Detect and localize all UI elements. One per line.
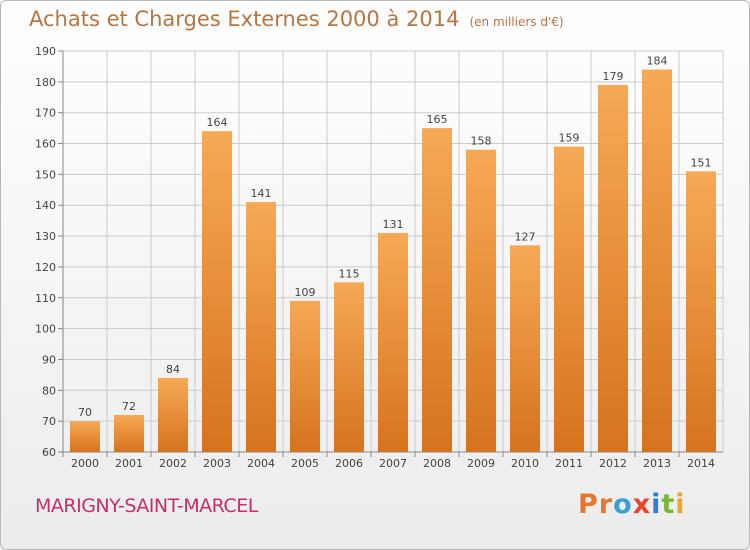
value-label-2013: 184 — [647, 55, 668, 68]
x-tick-label-2005: 2005 — [291, 457, 319, 470]
y-tick-label: 70 — [42, 415, 56, 428]
x-tick-label-2008: 2008 — [423, 457, 451, 470]
x-tick-label-2006: 2006 — [335, 457, 363, 470]
x-tick-label-2004: 2004 — [247, 457, 275, 470]
y-tick-label: 130 — [35, 230, 56, 243]
logo-letter: r — [598, 489, 614, 520]
value-label-2011: 159 — [559, 132, 580, 145]
y-tick-label: 170 — [35, 107, 56, 120]
x-tick-label-2013: 2013 — [643, 457, 671, 470]
value-label-2000: 70 — [78, 406, 92, 419]
y-tick-label: 120 — [35, 261, 56, 274]
bar-2001[interactable] — [114, 414, 144, 452]
value-label-2007: 131 — [383, 218, 404, 231]
bar-2003[interactable] — [202, 131, 232, 452]
x-tick-label-2000: 2000 — [71, 457, 99, 470]
y-tick-label: 100 — [35, 323, 56, 336]
x-tick-label-2001: 2001 — [115, 457, 143, 470]
bar-2007[interactable] — [378, 232, 408, 452]
y-tick-label: 140 — [35, 199, 56, 212]
value-label-2003: 164 — [207, 116, 228, 129]
y-tick-label: 110 — [35, 292, 56, 305]
proxiti-logo[interactable]: Proxiti — [578, 489, 686, 520]
bar-2008[interactable] — [422, 128, 452, 452]
logo-letter: i — [675, 489, 686, 520]
x-tick-label-2007: 2007 — [379, 457, 407, 470]
y-tick-label: 90 — [42, 353, 56, 366]
bar-2014[interactable] — [686, 171, 716, 453]
bar-2002[interactable] — [158, 377, 188, 452]
chart-title: Achats et Charges Externes 2000 à 2014 (e… — [29, 7, 564, 31]
y-tick-label: 160 — [35, 138, 56, 151]
x-tick-label-2010: 2010 — [511, 457, 539, 470]
logo-letter: x — [632, 489, 652, 520]
value-label-2002: 84 — [166, 363, 180, 376]
value-label-2001: 72 — [122, 400, 136, 413]
bar-2009[interactable] — [466, 149, 496, 452]
bar-2010[interactable] — [510, 245, 540, 452]
value-label-2012: 179 — [603, 70, 624, 83]
bar-2004[interactable] — [246, 202, 276, 452]
value-label-2004: 141 — [251, 187, 272, 200]
bar-2006[interactable] — [334, 282, 364, 452]
bar-2000[interactable] — [70, 421, 100, 452]
x-tick-label-2014: 2014 — [687, 457, 715, 470]
value-label-2014: 151 — [691, 156, 712, 169]
logo-letter: P — [578, 489, 599, 520]
y-tick-label: 190 — [35, 45, 56, 58]
value-label-2008: 165 — [427, 113, 448, 126]
bar-2013[interactable] — [642, 69, 672, 452]
value-label-2006: 115 — [339, 267, 360, 280]
value-label-2009: 158 — [471, 135, 492, 148]
y-tick-label: 180 — [35, 76, 56, 89]
logo-letter: t — [661, 489, 676, 520]
value-labels: 70 72 84 164 141 109 115 131 165 158 127 159 179 184 1… — [78, 55, 712, 420]
x-tick-label-2012: 2012 — [599, 457, 627, 470]
x-tick-label-2002: 2002 — [159, 457, 187, 470]
chart-title-text: Achats et Charges Externes 2000 à 2014 — [29, 7, 460, 31]
chart-unit-label: (en milliers d'€) — [469, 15, 564, 29]
y-tick-label: 150 — [35, 168, 56, 181]
value-label-2010: 127 — [515, 230, 536, 243]
value-label-2005: 109 — [295, 286, 316, 299]
bar-2012[interactable] — [598, 84, 628, 452]
bar-2011[interactable] — [554, 146, 584, 452]
y-tick-label: 60 — [42, 446, 56, 459]
y-tick-label: 80 — [42, 384, 56, 397]
axes: 60 70 80 90 100 110 120 130 140 150 160 170 180 190 20… — [35, 45, 723, 470]
logo-letter: i — [651, 489, 662, 520]
x-tick-label-2003: 2003 — [203, 457, 231, 470]
logo-letter: o — [613, 489, 633, 520]
x-tick-label-2009: 2009 — [467, 457, 495, 470]
bars — [70, 69, 716, 453]
x-tick-label-2011: 2011 — [555, 457, 583, 470]
city-name: MARIGNY-SAINT-MARCEL — [35, 495, 258, 517]
bar-2005[interactable] — [290, 300, 320, 452]
